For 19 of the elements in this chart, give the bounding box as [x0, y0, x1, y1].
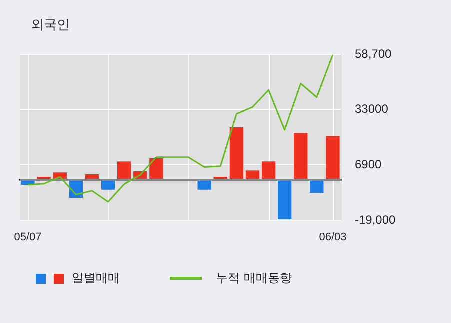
- bar: [294, 133, 308, 180]
- bar: [246, 170, 260, 180]
- chart-title: 외국인: [31, 18, 70, 33]
- legend-label: 누적 매매동향: [216, 270, 292, 287]
- bar: [150, 158, 164, 180]
- line-series: [27, 54, 334, 203]
- y-tick-label: -19,000: [355, 213, 396, 227]
- bar: [326, 136, 340, 180]
- y-tick-label: 6900: [355, 158, 382, 172]
- x-tick-label: 06/03: [319, 232, 347, 244]
- bar: [230, 127, 244, 180]
- x-tick-label: 05/07: [14, 232, 42, 244]
- bar: [262, 162, 276, 180]
- legend-label: 일별매매: [72, 270, 120, 287]
- y-tick-label: 33000: [355, 102, 389, 116]
- bar: [278, 179, 292, 220]
- y-tick-label: 58,700: [355, 47, 392, 61]
- bar: [118, 162, 132, 180]
- bar: [85, 174, 100, 180]
